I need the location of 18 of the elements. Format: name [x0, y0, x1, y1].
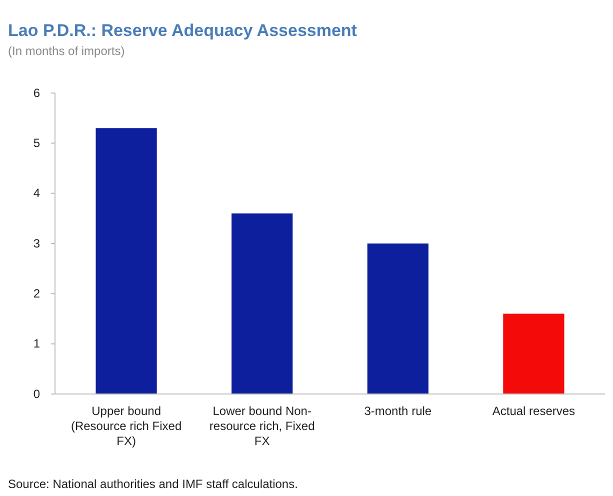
source-note: Source: National authorities and IMF staff calculations. — [8, 477, 298, 491]
y-tick-label: 6 — [33, 86, 40, 100]
chart-subtitle: (In months of imports) — [8, 44, 125, 58]
x-tick-label: Upper bound (Resource rich Fixed FX) — [70, 404, 182, 448]
y-tick-label: 3 — [33, 236, 40, 250]
y-tick-label: 5 — [33, 136, 40, 150]
bar — [367, 244, 428, 394]
x-tick-label: Actual reserves — [492, 404, 576, 418]
bar — [96, 128, 157, 394]
y-tick-label: 1 — [33, 336, 40, 351]
bar — [503, 314, 564, 394]
y-tick-label: 2 — [33, 286, 40, 301]
y-tick-label: 4 — [33, 186, 40, 200]
x-tick-label: 3-month rule — [364, 404, 432, 418]
bar — [232, 213, 293, 394]
y-tick-label: 0 — [33, 386, 40, 401]
x-tick-label: Lower bound Non-resource rich, Fixed FX — [209, 404, 315, 448]
chart-title: Lao P.D.R.: Reserve Adequacy Assessment — [8, 21, 358, 40]
